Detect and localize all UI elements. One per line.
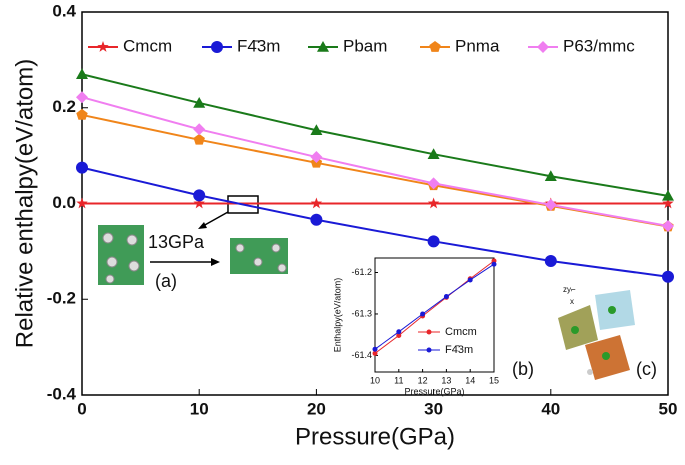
- plot-frame: [374, 257, 495, 373]
- data-point: [662, 220, 674, 233]
- data-point: [310, 124, 323, 136]
- x-tick-label: 40: [541, 399, 560, 418]
- data-point: [662, 197, 674, 209]
- data-point: [310, 151, 323, 164]
- data-point: [76, 108, 88, 120]
- x-tick-label: 14: [465, 375, 475, 385]
- data-point: [427, 235, 440, 248]
- y-axis-label: Enthalpy(eV/atom): [332, 278, 342, 353]
- legend-marker: [211, 41, 223, 53]
- data-point: [76, 197, 88, 209]
- crystal-structure: [98, 225, 144, 285]
- legend-label: F4̄3m: [237, 36, 280, 55]
- legend-label: P63/mmc: [563, 36, 635, 55]
- data-point: [193, 123, 206, 136]
- data-point: [76, 161, 88, 174]
- axis-glyph: zy⌐: [563, 285, 576, 294]
- legend-marker: [429, 41, 441, 52]
- y-tick-label: 0.4: [52, 1, 76, 20]
- data-point: [544, 254, 557, 267]
- data-point: [193, 133, 205, 145]
- legend-marker: [317, 41, 329, 52]
- data-point: [310, 197, 323, 209]
- crystal-structure: [230, 238, 288, 274]
- data-point: [544, 170, 557, 182]
- legend-label: F4̄3m: [445, 344, 473, 356]
- y-tick-label: 0.2: [52, 97, 76, 116]
- annotation: (c): [636, 359, 657, 379]
- y-tick-label: -61.2: [351, 267, 372, 277]
- crystal-structure: zy⌐ x: [558, 285, 635, 380]
- data-point: [193, 197, 205, 209]
- data-point: [310, 213, 323, 226]
- series-line: [81, 73, 669, 197]
- series-line: [81, 166, 669, 278]
- legend-marker: [97, 41, 109, 52]
- annotation: (b): [512, 359, 534, 379]
- data-point: [76, 68, 88, 80]
- y-axis-label: Relative enthalpy(eV/atom): [11, 59, 38, 348]
- x-tick-label: 10: [190, 399, 209, 418]
- data-point: [193, 189, 206, 202]
- x-axis-label: Pressure(GPa): [404, 386, 464, 396]
- x-tick-label: 12: [418, 375, 428, 385]
- y-tick-label: -61.4: [351, 350, 372, 360]
- x-tick-label: 10: [370, 375, 380, 385]
- legend-label: Cmcm: [445, 326, 477, 338]
- data-point: [420, 311, 426, 317]
- data-point: [372, 350, 378, 356]
- data-point: [76, 91, 88, 104]
- y-tick-label: 0.0: [52, 193, 76, 212]
- data-point: [662, 189, 674, 201]
- data-point: [662, 270, 674, 283]
- legend-marker: [537, 41, 549, 53]
- data-point: [443, 294, 449, 300]
- data-point: [491, 261, 497, 267]
- arrow: [202, 211, 229, 227]
- annotation: (a): [155, 271, 177, 291]
- x-tick-label: 20: [307, 399, 326, 418]
- legend-marker: [426, 347, 432, 353]
- legend-label: Cmcm: [123, 36, 172, 55]
- data-point: [427, 177, 440, 190]
- data-point: [396, 333, 402, 339]
- x-tick-label: 30: [424, 399, 443, 418]
- data-point: [396, 329, 402, 335]
- axis-glyph: x: [570, 297, 574, 306]
- y-tick-label: -61.3: [351, 308, 372, 318]
- series-line: [374, 260, 495, 354]
- y-tick-label: -0.4: [47, 384, 77, 403]
- data-point: [193, 96, 206, 108]
- x-tick-label: 11: [394, 375, 403, 385]
- data-point: [467, 277, 473, 283]
- arrow-head: [198, 222, 207, 229]
- series-line: [81, 96, 669, 227]
- x-tick-label: 50: [659, 399, 678, 418]
- y-tick-label: -0.2: [47, 289, 76, 308]
- annotation: 13GPa: [148, 232, 205, 252]
- x-tick-label: 15: [489, 375, 499, 385]
- data-point: [427, 148, 440, 159]
- legend-label: Pnma: [455, 36, 500, 55]
- arrow-head: [211, 258, 220, 266]
- x-axis-label: Pressure(GPa): [295, 423, 455, 450]
- legend-label: Pbam: [343, 36, 387, 55]
- data-point: [427, 197, 440, 209]
- legend-marker: [426, 329, 432, 335]
- data-point: [544, 198, 557, 211]
- series-line: [374, 263, 495, 350]
- data-point: [372, 346, 378, 352]
- x-tick-label: 0: [77, 399, 86, 418]
- x-tick-label: 13: [441, 375, 451, 385]
